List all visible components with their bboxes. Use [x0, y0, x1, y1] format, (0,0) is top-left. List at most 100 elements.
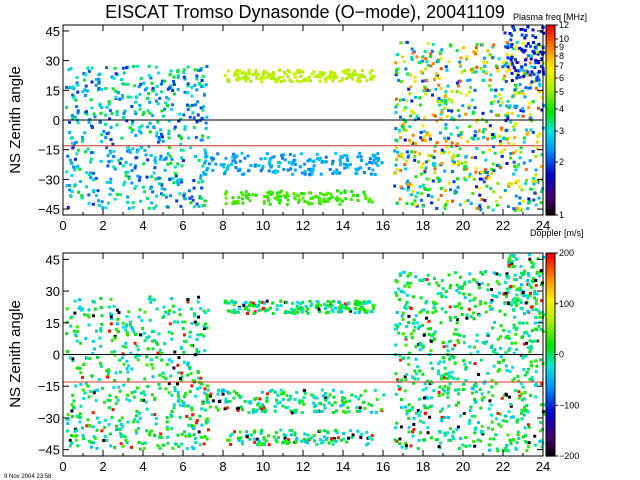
- echo-point: [260, 409, 264, 413]
- echo-point: [243, 399, 247, 403]
- echo-point: [525, 449, 529, 452]
- echo-point: [273, 409, 277, 413]
- colorbar-tick-label: 12: [559, 20, 569, 30]
- echo-point: [160, 187, 164, 191]
- x-tick-label: 10: [256, 218, 270, 233]
- echo-point: [173, 386, 177, 390]
- echo-point: [490, 298, 494, 302]
- echo-point: [276, 393, 280, 397]
- echo-point: [154, 422, 158, 426]
- echo-point: [407, 416, 411, 420]
- echo-point: [487, 426, 490, 430]
- echo-point: [409, 85, 413, 89]
- x-tick-label: 18: [416, 218, 430, 233]
- echo-point: [421, 55, 425, 59]
- echo-point: [477, 186, 481, 190]
- colorbar-segment: [546, 330, 555, 335]
- echo-point: [356, 155, 360, 159]
- echo-point: [116, 317, 120, 321]
- echo-point: [319, 75, 323, 79]
- echo-point: [507, 141, 510, 145]
- echo-point: [413, 325, 417, 329]
- echo-point: [357, 397, 361, 401]
- echo-point: [104, 136, 108, 140]
- echo-point: [88, 173, 91, 177]
- colorbar-segment: [546, 320, 555, 325]
- echo-point: [312, 395, 316, 399]
- echo-point: [223, 301, 227, 305]
- echo-point: [415, 372, 419, 376]
- colorbar-segment: [546, 97, 555, 102]
- echo-point: [370, 437, 374, 441]
- echo-point: [358, 151, 362, 155]
- echo-point: [315, 299, 319, 303]
- echo-point: [97, 421, 101, 424]
- echo-point: [170, 410, 174, 413]
- colorbar-segment: [546, 286, 555, 291]
- echo-point: [138, 103, 142, 107]
- echo-point: [193, 68, 197, 72]
- echo-point: [508, 68, 512, 72]
- echo-point: [414, 142, 418, 146]
- echo-point: [395, 158, 399, 162]
- echo-point: [441, 341, 445, 344]
- echo-point: [433, 167, 437, 171]
- echo-point: [306, 307, 310, 311]
- echo-point: [451, 199, 455, 203]
- echo-point: [90, 124, 93, 128]
- echo-point: [527, 200, 531, 204]
- echo-point: [190, 384, 194, 388]
- colorbar-segment: [546, 310, 555, 315]
- echo-point: [495, 447, 499, 451]
- echo-point: [143, 441, 147, 445]
- echo-point: [418, 185, 422, 189]
- echo-point: [265, 299, 269, 303]
- echo-point: [312, 401, 316, 405]
- echo-point: [99, 306, 103, 309]
- echo-point: [458, 79, 462, 83]
- echo-point: [417, 160, 420, 164]
- echo-point: [408, 182, 412, 186]
- echo-point: [203, 435, 207, 439]
- echo-point: [172, 82, 176, 86]
- echo-point: [190, 408, 194, 412]
- echo-point: [111, 142, 115, 146]
- echo-point: [440, 110, 444, 114]
- echo-point: [393, 184, 397, 188]
- echo-point: [240, 71, 244, 75]
- echo-point: [475, 42, 479, 46]
- echo-point: [524, 434, 527, 438]
- echo-point: [502, 148, 506, 152]
- echo-point: [395, 71, 399, 75]
- echo-point: [130, 325, 134, 329]
- echo-point: [513, 377, 516, 381]
- echo-point: [454, 403, 458, 407]
- echo-point: [519, 27, 523, 31]
- echo-point: [150, 413, 154, 417]
- echo-point: [480, 424, 484, 428]
- echo-point: [511, 365, 515, 369]
- colorbar-tick-label: 3: [559, 126, 564, 136]
- echo-point: [437, 284, 441, 288]
- echo-point: [186, 65, 190, 69]
- echo-point: [274, 169, 278, 173]
- echo-point: [416, 343, 420, 346]
- echo-point: [290, 162, 294, 166]
- echo-point: [125, 331, 129, 335]
- echo-point: [118, 97, 122, 101]
- echo-point: [370, 161, 374, 165]
- echo-point: [481, 117, 484, 121]
- echo-point: [512, 172, 516, 176]
- echo-point: [172, 366, 176, 370]
- echo-point: [515, 420, 519, 424]
- echo-point: [530, 265, 534, 269]
- echo-point: [87, 323, 91, 327]
- echo-point: [526, 42, 530, 46]
- echo-point: [318, 201, 322, 205]
- echo-point: [70, 161, 73, 165]
- echo-point: [113, 66, 117, 70]
- echo-point: [338, 197, 342, 201]
- echo-point: [273, 404, 277, 408]
- echo-point: [295, 436, 299, 440]
- echo-point: [374, 410, 378, 414]
